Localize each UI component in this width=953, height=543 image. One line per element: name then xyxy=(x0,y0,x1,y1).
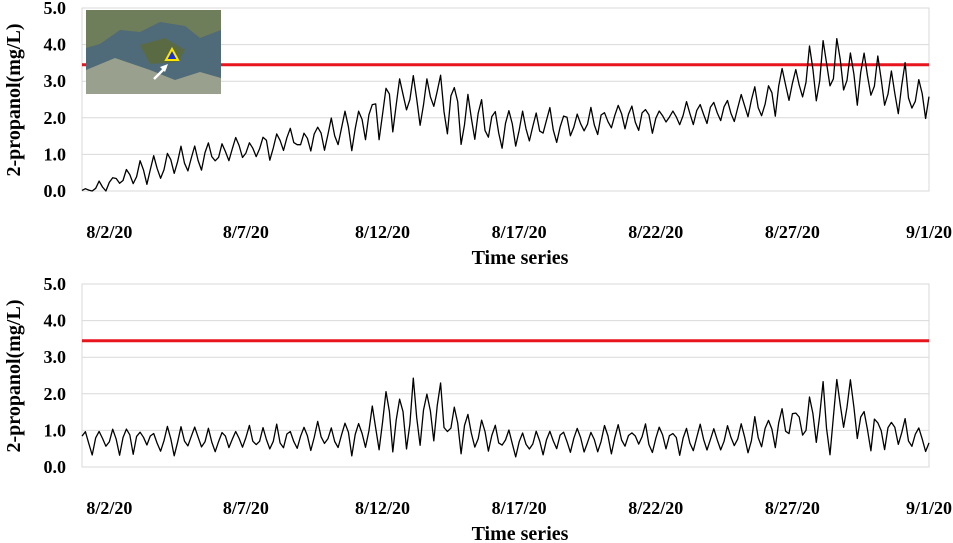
y-tick-label: 4.0 xyxy=(44,311,67,331)
inset-map-land xyxy=(86,10,221,48)
x-tick-label: 8/7/20 xyxy=(223,498,269,518)
y-tick-labels: 0.0 1.0 2.0 3.0 4.0 5.0 xyxy=(44,274,67,477)
x-tick-label: 8/2/20 xyxy=(86,222,132,242)
series-line xyxy=(81,377,930,458)
y-tick-label: 1.0 xyxy=(44,144,67,164)
x-tick-label: 8/7/20 xyxy=(223,222,269,242)
gridlines xyxy=(82,7,929,155)
y-tick-label: 4.0 xyxy=(44,35,67,55)
x-axis-title: Time series xyxy=(472,523,569,543)
x-tick-label: 9/1/20 xyxy=(906,498,952,518)
series-group xyxy=(81,377,930,458)
series-line xyxy=(81,37,930,192)
y-tick-label: 5.0 xyxy=(44,0,67,18)
inset-map xyxy=(86,10,221,94)
location-triangle-icon xyxy=(164,46,180,61)
x-tick-label: 8/17/20 xyxy=(492,222,547,242)
y-tick-label: 1.0 xyxy=(44,420,67,440)
arrow-head-icon xyxy=(160,64,168,72)
x-tick-label: 8/22/20 xyxy=(628,498,683,518)
x-tick-label: 8/2/20 xyxy=(86,498,132,518)
inset-map-port-area xyxy=(86,58,221,94)
x-axis-title: Time series xyxy=(472,247,569,269)
series-group xyxy=(81,37,930,192)
x-tick-label: 8/12/20 xyxy=(355,222,410,242)
y-tick-label: 3.0 xyxy=(44,71,67,91)
x-tick-label: 8/12/20 xyxy=(355,498,410,518)
y-axis-title: 2-propanol(mg/L) xyxy=(3,300,25,453)
x-tick-label: 8/22/20 xyxy=(628,222,683,242)
chart-panel-bottom: 0.01.02.03.04.05.0 8/2/20 8/7/20 8/12/20 8/… xyxy=(3,274,952,543)
y-axis-title: 2-propanol(mg/L) xyxy=(3,24,25,177)
y-tick-label: 5.0 xyxy=(44,274,67,294)
y-tick-label: 3.0 xyxy=(44,347,67,367)
x-tick-labels: 8/2/20 8/7/20 8/12/20 8/17/20 8/22/20 8/27/20… xyxy=(86,498,952,518)
y-tick-labels: 0.0 1.0 2.0 3.0 4.0 5.0 xyxy=(44,0,67,201)
x-tick-labels: 8/2/20 8/7/20 8/12/20 8/17/20 8/22/20 8/27/20… xyxy=(86,222,952,242)
y-tick-label: 0.0 xyxy=(44,457,67,477)
y-tick-label: 2.0 xyxy=(44,384,67,404)
chart-panel-top: 0.01.02.03.04.05.0 8/2/20 8/7/20 8/12/20 8/… xyxy=(3,0,952,269)
x-tick-label: 8/27/20 xyxy=(765,222,820,242)
x-tick-label: 9/1/20 xyxy=(906,222,952,242)
y-tick-label: 0.0 xyxy=(44,181,67,201)
gridlines xyxy=(82,283,929,431)
y-tick-label: 2.0 xyxy=(44,108,67,128)
x-tick-label: 8/27/20 xyxy=(765,498,820,518)
plot-area xyxy=(81,7,930,192)
plot-area xyxy=(81,283,930,468)
x-tick-label: 8/17/20 xyxy=(492,498,547,518)
